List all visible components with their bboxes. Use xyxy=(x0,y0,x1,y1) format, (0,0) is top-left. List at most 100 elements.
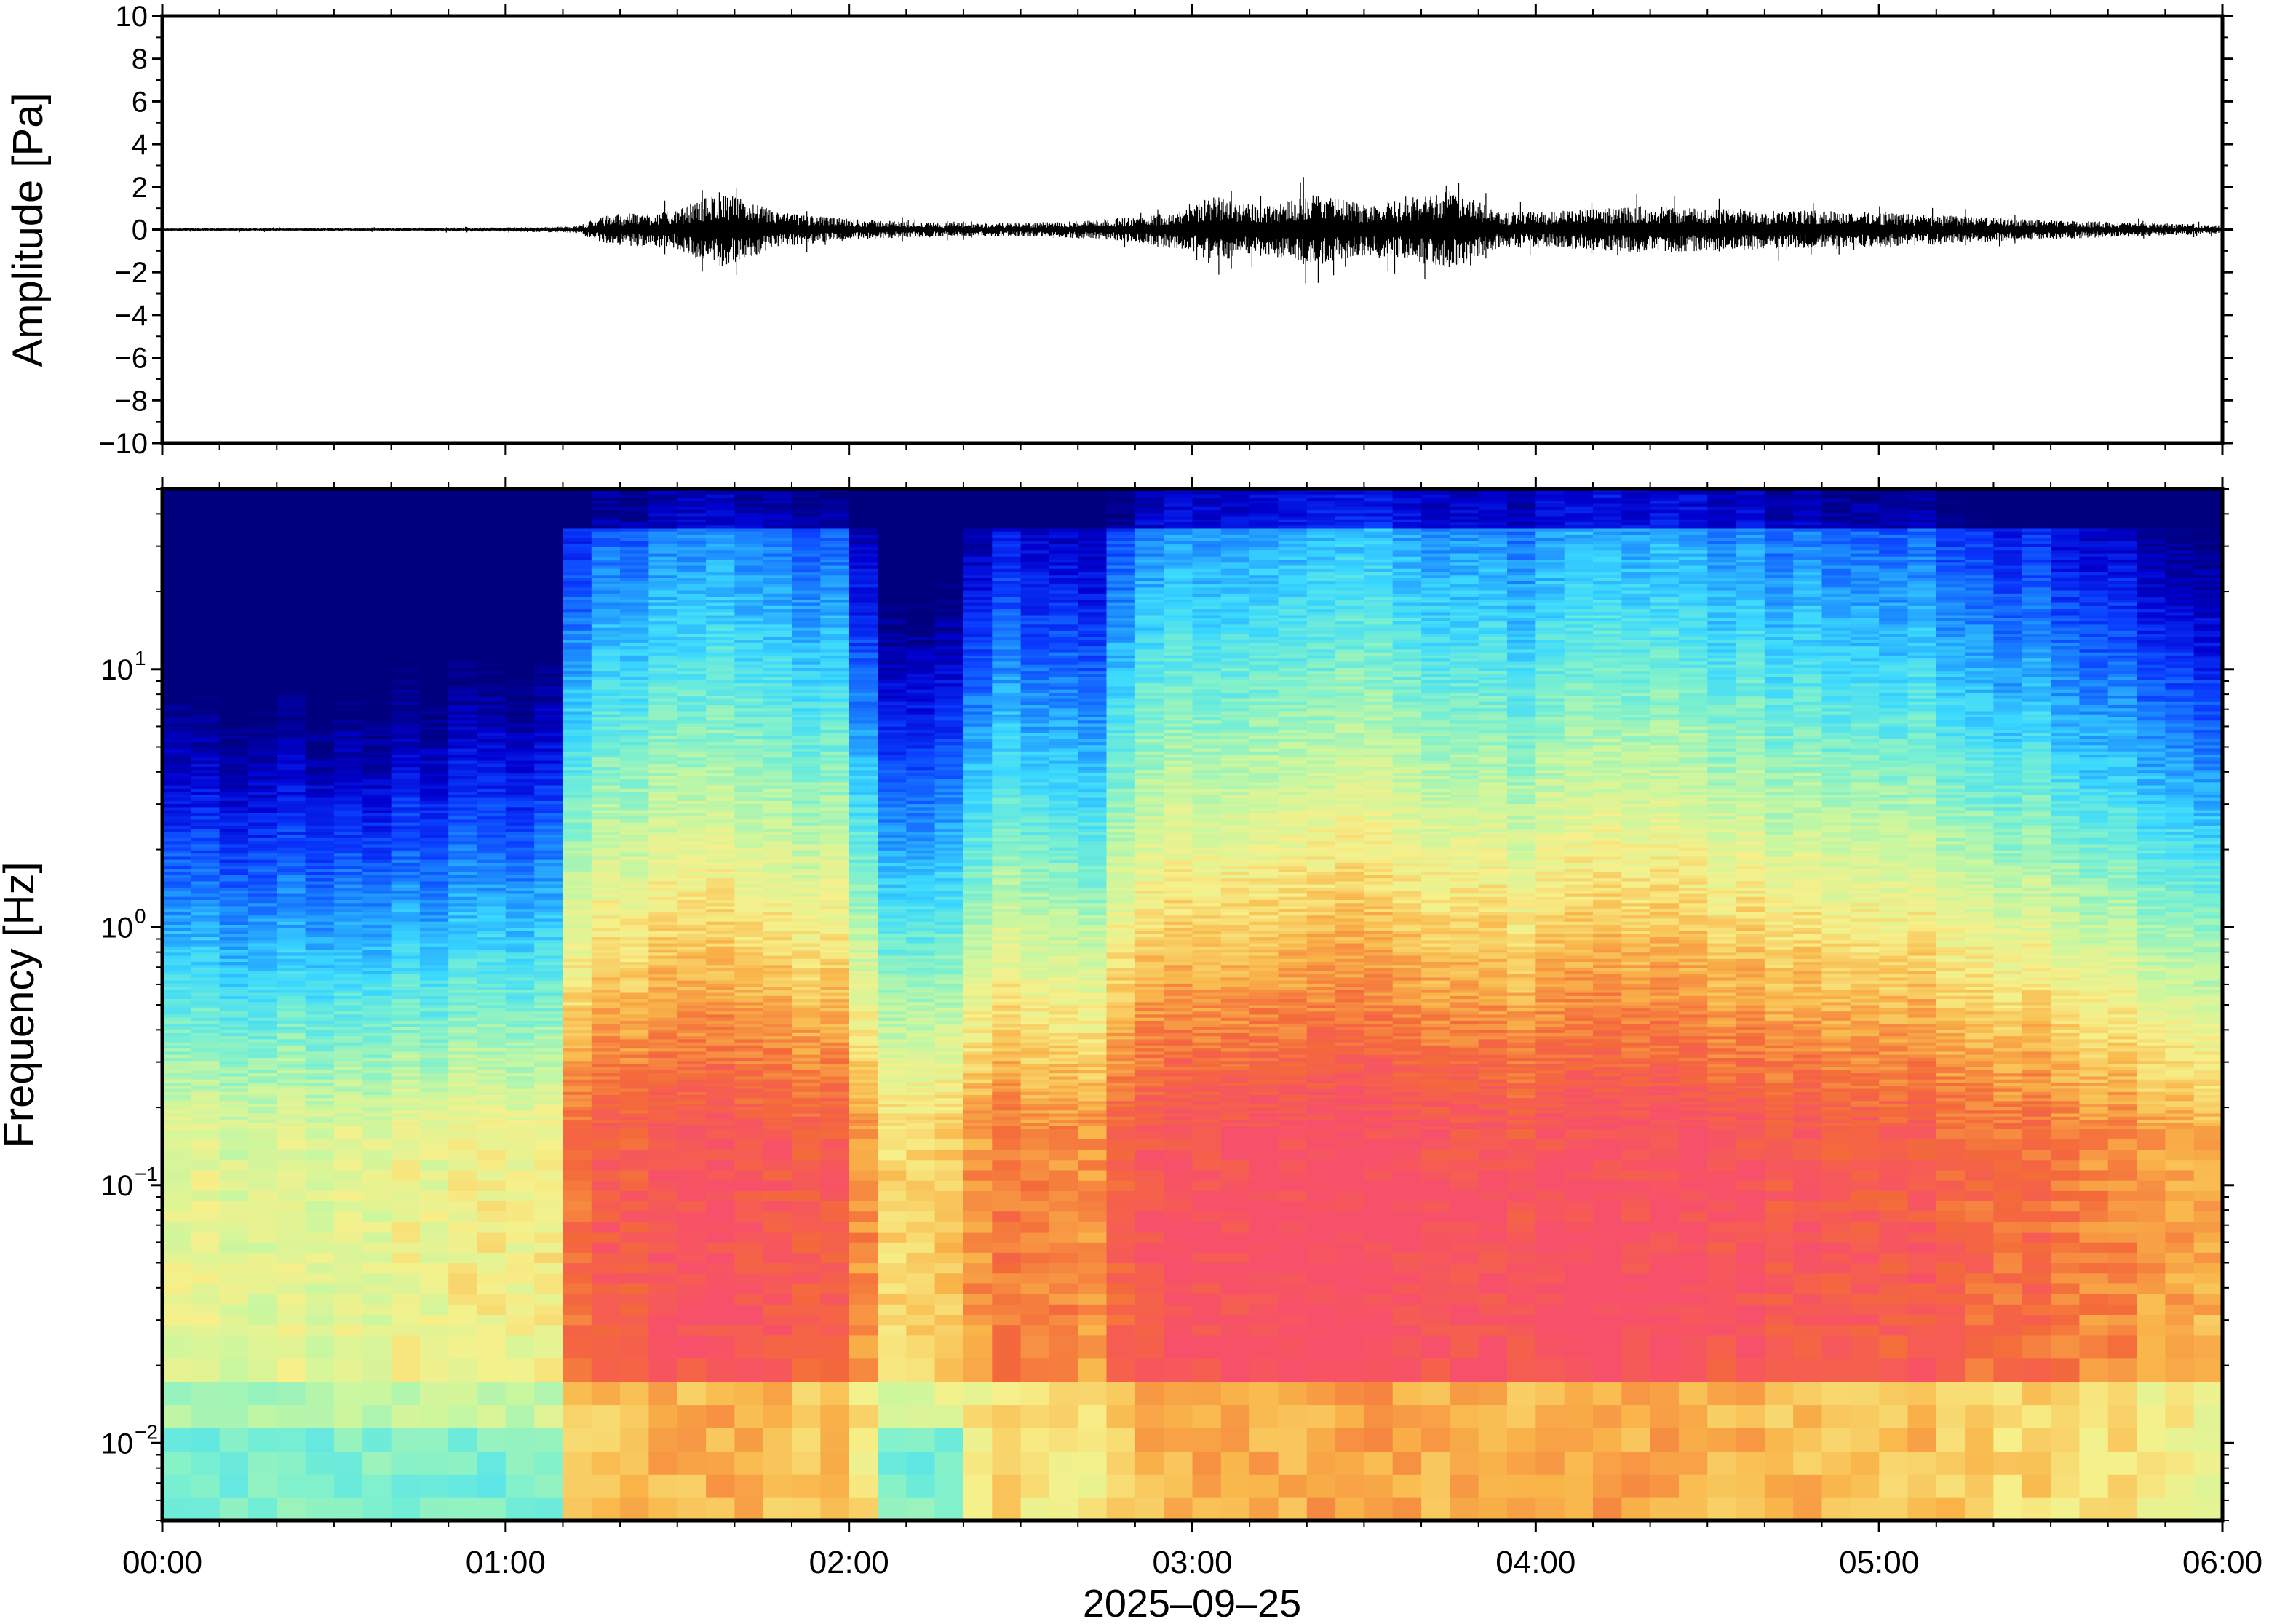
spectrogram-cell xyxy=(677,658,707,662)
spectrogram-cell xyxy=(734,788,764,792)
spectrogram-cell xyxy=(477,1060,506,1064)
spectrogram-cell xyxy=(620,689,650,693)
spectrogram-cell xyxy=(534,899,564,904)
spectrogram-cell xyxy=(591,717,621,721)
spectrogram-cell xyxy=(734,893,764,897)
spectrogram-cell xyxy=(563,1054,592,1058)
spectrogram-cell xyxy=(534,939,564,944)
spectrogram-cell xyxy=(333,618,363,622)
spectrogram-cell xyxy=(419,1104,449,1107)
spectrogram-cell xyxy=(448,760,478,764)
spectrogram-cell xyxy=(333,1048,363,1052)
spectrogram-cell xyxy=(162,779,192,783)
spectrogram-cell xyxy=(333,735,363,739)
spectrogram-cell xyxy=(648,503,678,507)
spectrogram-cell xyxy=(648,562,678,566)
spectrogram-cell xyxy=(534,1273,564,1284)
spectrogram-cell xyxy=(305,1129,335,1139)
spectrogram-cell xyxy=(162,1097,192,1102)
spectrogram-cell xyxy=(620,989,650,993)
spectrogram-cell xyxy=(219,763,249,768)
spectrogram-cell xyxy=(534,781,564,786)
spectrogram-cell xyxy=(477,1011,506,1015)
spectrogram-cell xyxy=(191,921,220,925)
spectrogram-cell xyxy=(505,813,535,817)
spectrogram-cell xyxy=(248,1252,278,1264)
spectrogram-cell xyxy=(419,732,449,736)
spectrogram-cell xyxy=(477,701,506,705)
spectrogram-cell xyxy=(620,964,650,968)
spectrogram-cell xyxy=(563,1404,592,1428)
spectrogram-cell xyxy=(391,781,421,786)
spectrogram-cell xyxy=(305,840,335,845)
spectrogram-cell xyxy=(563,509,592,514)
spectrogram-cell xyxy=(333,667,363,672)
spectrogram-cell xyxy=(162,621,192,625)
spectrogram-cell xyxy=(534,581,564,585)
spectrogram-cell xyxy=(419,512,449,517)
waveform-frame xyxy=(160,14,2225,445)
spectrogram-cell xyxy=(333,890,363,894)
spectrogram-cell xyxy=(248,859,278,863)
spectrogram-cell xyxy=(191,682,220,687)
spectrogram-cell xyxy=(563,640,592,643)
spectrogram-cell xyxy=(248,1001,278,1006)
spectrogram-cell xyxy=(448,806,478,811)
spectrogram-cell xyxy=(677,837,707,842)
spectrogram-cell xyxy=(648,490,678,495)
spectrogram-cell xyxy=(162,890,192,894)
spectrogram-cell xyxy=(505,791,535,795)
spectrogram-cell xyxy=(734,1079,764,1083)
spectrogram-cell xyxy=(191,1125,220,1129)
spectrogram-cell xyxy=(362,788,392,792)
spectrogram-cell xyxy=(591,630,621,634)
spectrogram-cell xyxy=(534,952,564,956)
spectrogram-cell xyxy=(391,949,421,953)
spectrogram-cell xyxy=(505,624,535,628)
spectrogram-cell xyxy=(362,1119,392,1123)
spectrogram-cell xyxy=(448,877,478,882)
spectrogram-cell xyxy=(333,704,363,709)
spectrogram-cell xyxy=(391,1304,421,1315)
spectrogram-cell xyxy=(648,704,678,709)
spectrogram-cell xyxy=(677,819,707,823)
spectrogram-cell xyxy=(477,1273,506,1284)
spectrogram-cell xyxy=(648,776,678,780)
spectrogram-cell xyxy=(706,1358,736,1382)
spectrogram-cell xyxy=(706,630,736,634)
spectrogram-cell xyxy=(248,1035,278,1040)
spectrogram-cell xyxy=(534,1075,564,1080)
spectrogram-cell xyxy=(448,905,478,909)
spectrogram-cell xyxy=(734,1094,764,1099)
spectrogram-cell xyxy=(677,1026,707,1030)
spectrogram-cell xyxy=(305,618,335,622)
spectrogram-cell xyxy=(734,868,764,872)
spectrogram-cell xyxy=(333,776,363,780)
spectrogram-cell xyxy=(219,627,249,631)
spectrogram-cell xyxy=(448,549,478,554)
spectrogram-cell xyxy=(591,701,621,705)
spectrogram-cell xyxy=(563,1304,592,1315)
spectrogram-cell xyxy=(333,509,363,514)
spectrogram-cell xyxy=(648,506,678,510)
spectrogram-cell xyxy=(277,942,306,947)
spectrogram-cell xyxy=(706,723,736,727)
spectrogram-cell xyxy=(448,763,478,768)
spectrogram-cell xyxy=(248,695,278,699)
spectrogram-cell xyxy=(648,723,678,727)
spectrogram-cell xyxy=(419,1085,449,1089)
spectrogram-cell xyxy=(648,1094,678,1099)
spectrogram-cell xyxy=(620,872,650,875)
spectrogram-cell xyxy=(277,658,306,662)
spectrogram-cell xyxy=(706,1042,736,1046)
spectrogram-cell xyxy=(563,586,592,591)
spectrogram-cell xyxy=(419,1001,449,1006)
spectrogram-cell xyxy=(591,689,621,693)
spectrogram-cell xyxy=(191,980,220,984)
spectrogram-cell xyxy=(734,806,764,811)
spectrogram-cell xyxy=(362,803,392,808)
spectrogram-cell xyxy=(534,648,564,653)
spectrogram-cell xyxy=(620,930,650,934)
spectrogram-cell xyxy=(505,968,535,971)
spectrogram-cell xyxy=(734,1011,764,1015)
